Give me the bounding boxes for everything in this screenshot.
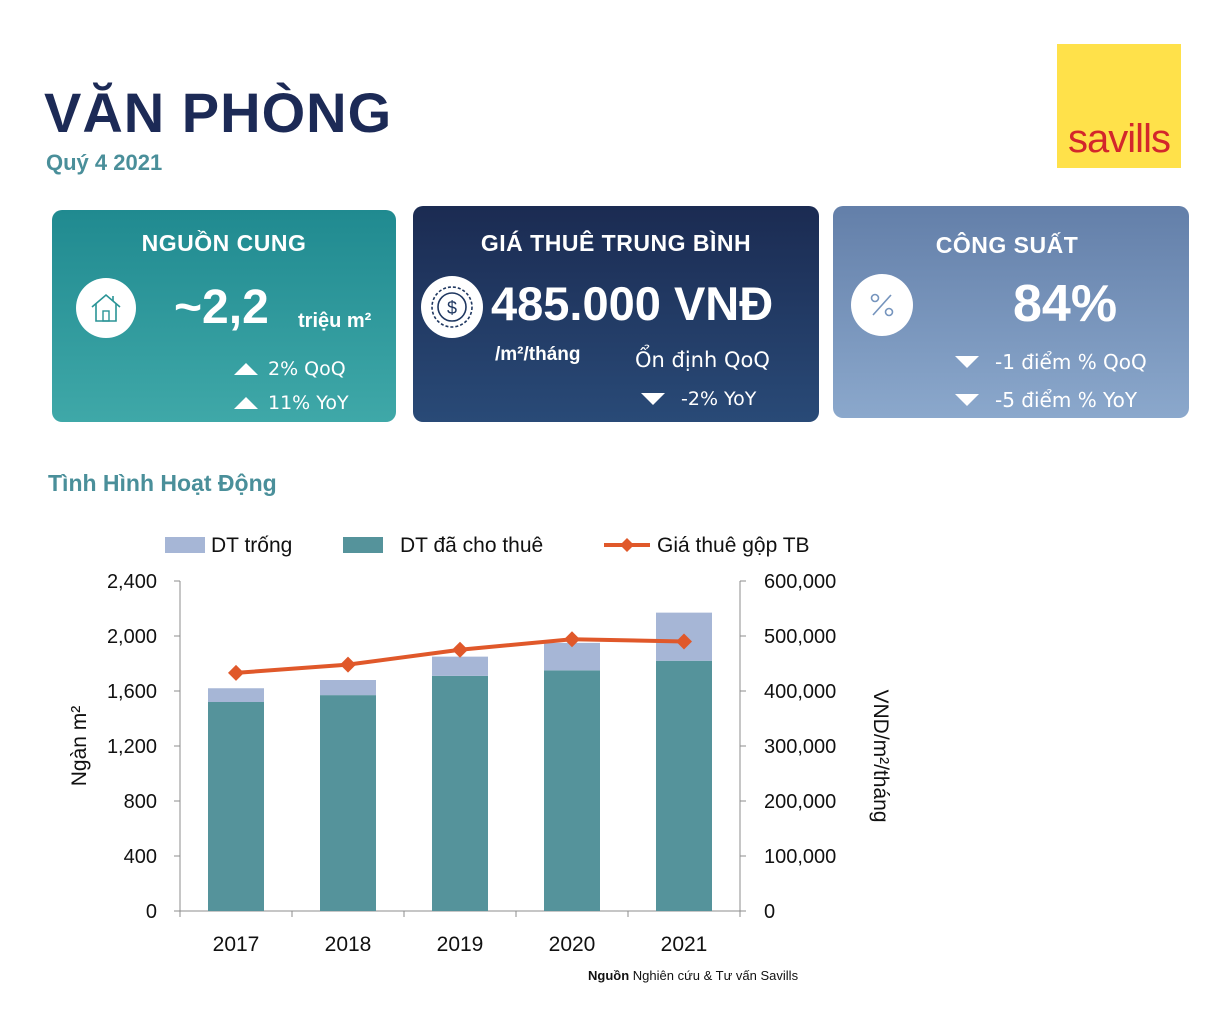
source-label: Nguồn <box>588 968 630 983</box>
rent-point <box>228 664 244 681</box>
supply-card: NGUỒN CUNG ~2,2 triệu m² 2% QoQ 11% YoY <box>52 210 396 422</box>
rent-point <box>452 641 468 658</box>
up-arrow-icon <box>234 397 258 409</box>
y-tick-label-left: 2,400 <box>107 571 157 593</box>
legend-label-vacant: DT trống <box>211 534 292 557</box>
savills-logo: savills <box>1057 44 1181 168</box>
supply-change-qoq: 2% QoQ <box>234 358 346 380</box>
occupancy-value: 84% <box>1013 275 1118 333</box>
supply-value: ~2,2 <box>174 281 269 334</box>
rent-unit: /m²/tháng <box>495 344 581 365</box>
rent-point <box>564 631 580 648</box>
y-axis-title-right: VND/m²/tháng <box>869 689 892 822</box>
svg-text:$: $ <box>447 298 457 318</box>
occupancy-heading: CÔNG SUẤT <box>935 232 1079 258</box>
x-tick-label: 2019 <box>437 933 484 956</box>
legend-swatch-leased <box>343 537 383 553</box>
x-tick-label: 2021 <box>661 933 708 956</box>
section-title: Tình Hình Hoạt Động <box>48 470 277 496</box>
bar-leased <box>320 695 376 911</box>
bar-vacant <box>432 656 488 676</box>
logo-text: savills <box>1068 117 1171 161</box>
percent-icon <box>851 274 913 336</box>
occupancy-card: CÔNG SUẤT 84% -1 điểm % QoQ -5 điểm % Yo… <box>833 206 1189 418</box>
y-tick-label-right: 300,000 <box>764 736 836 758</box>
source-text: Nghiên cứu & Tư vấn Savills <box>632 968 799 983</box>
bar-vacant <box>544 642 600 671</box>
page-subtitle: Quý 4 2021 <box>46 150 163 175</box>
legend-marker-rent <box>620 538 634 552</box>
page-title: VĂN PHÒNG <box>44 81 393 144</box>
y-tick-label-right: 500,000 <box>764 626 836 648</box>
y-tick-label-left: 400 <box>124 846 157 868</box>
supply-heading: NGUỒN CUNG <box>141 230 307 256</box>
legend-label-rent: Giá thuê gộp TB <box>657 534 810 557</box>
y-tick-label-right: 100,000 <box>764 846 836 868</box>
down-arrow-icon <box>955 356 979 368</box>
occupancy-change-yoy: -5 điểm % YoY <box>955 388 1137 412</box>
down-arrow-icon <box>641 393 665 405</box>
rent-point <box>676 633 692 650</box>
y-tick-label-left: 2,000 <box>107 626 157 648</box>
rent-point <box>340 656 356 673</box>
house-icon <box>76 278 136 338</box>
rent-card: GIÁ THUÊ TRUNG BÌNH $ 485.000 VNĐ /m²/th… <box>413 206 819 422</box>
supply-change-yoy: 11% YoY <box>234 392 349 414</box>
dollar-coin-icon: $ <box>421 276 483 338</box>
x-tick-label: 2020 <box>549 933 596 956</box>
source-note: Nguồn Nghiên cứu & Tư vấn Savills <box>588 968 798 983</box>
y-tick-label-left: 0 <box>146 901 157 923</box>
up-arrow-icon <box>234 363 258 375</box>
rent-heading: GIÁ THUÊ TRUNG BÌNH <box>480 230 752 256</box>
performance-chart: 0 400 800 1,200 1,600 2,000 2,400 0 100,000 200,0… <box>68 534 892 956</box>
y-tick-label-left: 800 <box>124 791 157 813</box>
x-tick-label: 2018 <box>325 933 372 956</box>
y-tick-label-right: 600,000 <box>764 571 836 593</box>
y-tick-label-right: 200,000 <box>764 791 836 813</box>
bar-leased <box>208 702 264 911</box>
bar-leased <box>432 675 488 911</box>
y-tick-label-right: 0 <box>764 901 775 923</box>
down-arrow-icon <box>955 394 979 406</box>
supply-unit: triệu m² <box>298 310 372 332</box>
y-tick-label-left: 1,200 <box>107 736 157 758</box>
bar-vacant <box>208 688 264 702</box>
x-tick-label: 2017 <box>213 933 260 956</box>
y-tick-label-right: 400,000 <box>764 681 836 703</box>
rent-value: 485.000 VNĐ <box>491 277 774 330</box>
bar-vacant <box>320 680 376 696</box>
rent-status: Ổn định QoQ <box>635 348 770 372</box>
rent-change-yoy: -2% YoY <box>641 388 756 410</box>
legend-swatch-vacant <box>165 537 205 553</box>
y-tick-label-left: 1,600 <box>107 681 157 703</box>
bar-leased <box>544 670 600 911</box>
y-axis-title-left: Ngàn m² <box>68 706 91 787</box>
bar-leased <box>656 660 712 911</box>
legend-label-leased: DT đã cho thuê <box>400 534 543 557</box>
occupancy-change-qoq: -1 điểm % QoQ <box>955 350 1147 374</box>
